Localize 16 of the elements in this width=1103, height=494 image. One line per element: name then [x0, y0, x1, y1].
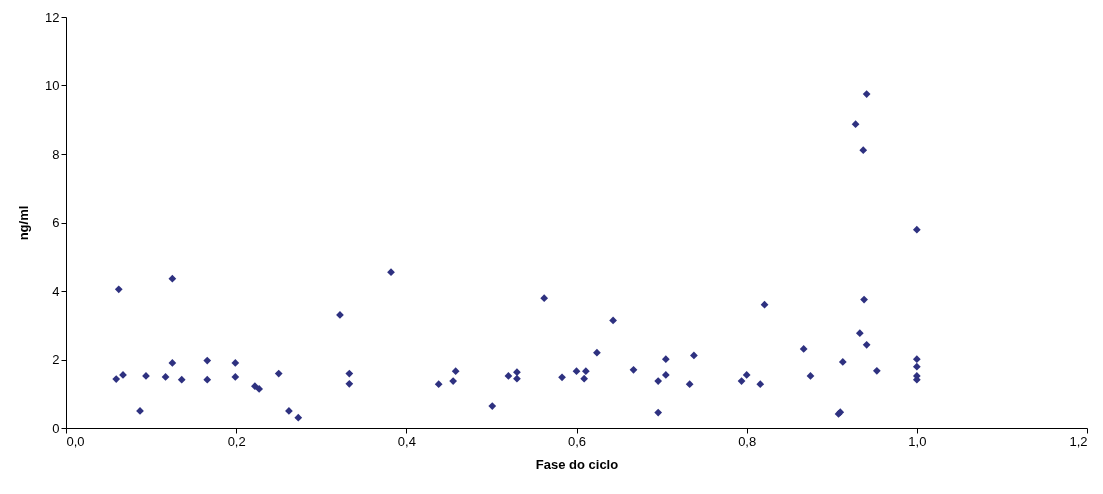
x-tick-label: 0,4	[397, 433, 416, 449]
y-tick-label: 8	[52, 146, 60, 162]
x-tick-label: 0,8	[738, 433, 757, 449]
y-axis-title: ng/ml	[16, 205, 32, 241]
x-tick-label: 0,0	[66, 433, 85, 449]
x-tick-label: 0,2	[227, 433, 246, 449]
x-axis-title: Fase do ciclo	[535, 456, 619, 472]
y-tick-label: 0	[52, 420, 60, 436]
x-tick-label: 1,0	[908, 433, 927, 449]
y-tick-label: 10	[45, 78, 60, 93]
y-tick-label: 4	[52, 283, 60, 299]
y-tick-label: 2	[52, 352, 60, 367]
y-tick-label: 12	[45, 9, 60, 25]
y-tick-label: 6	[52, 215, 60, 230]
x-tick-label: 1,2	[1069, 433, 1088, 449]
x-tick-label: 0,6	[567, 433, 587, 449]
